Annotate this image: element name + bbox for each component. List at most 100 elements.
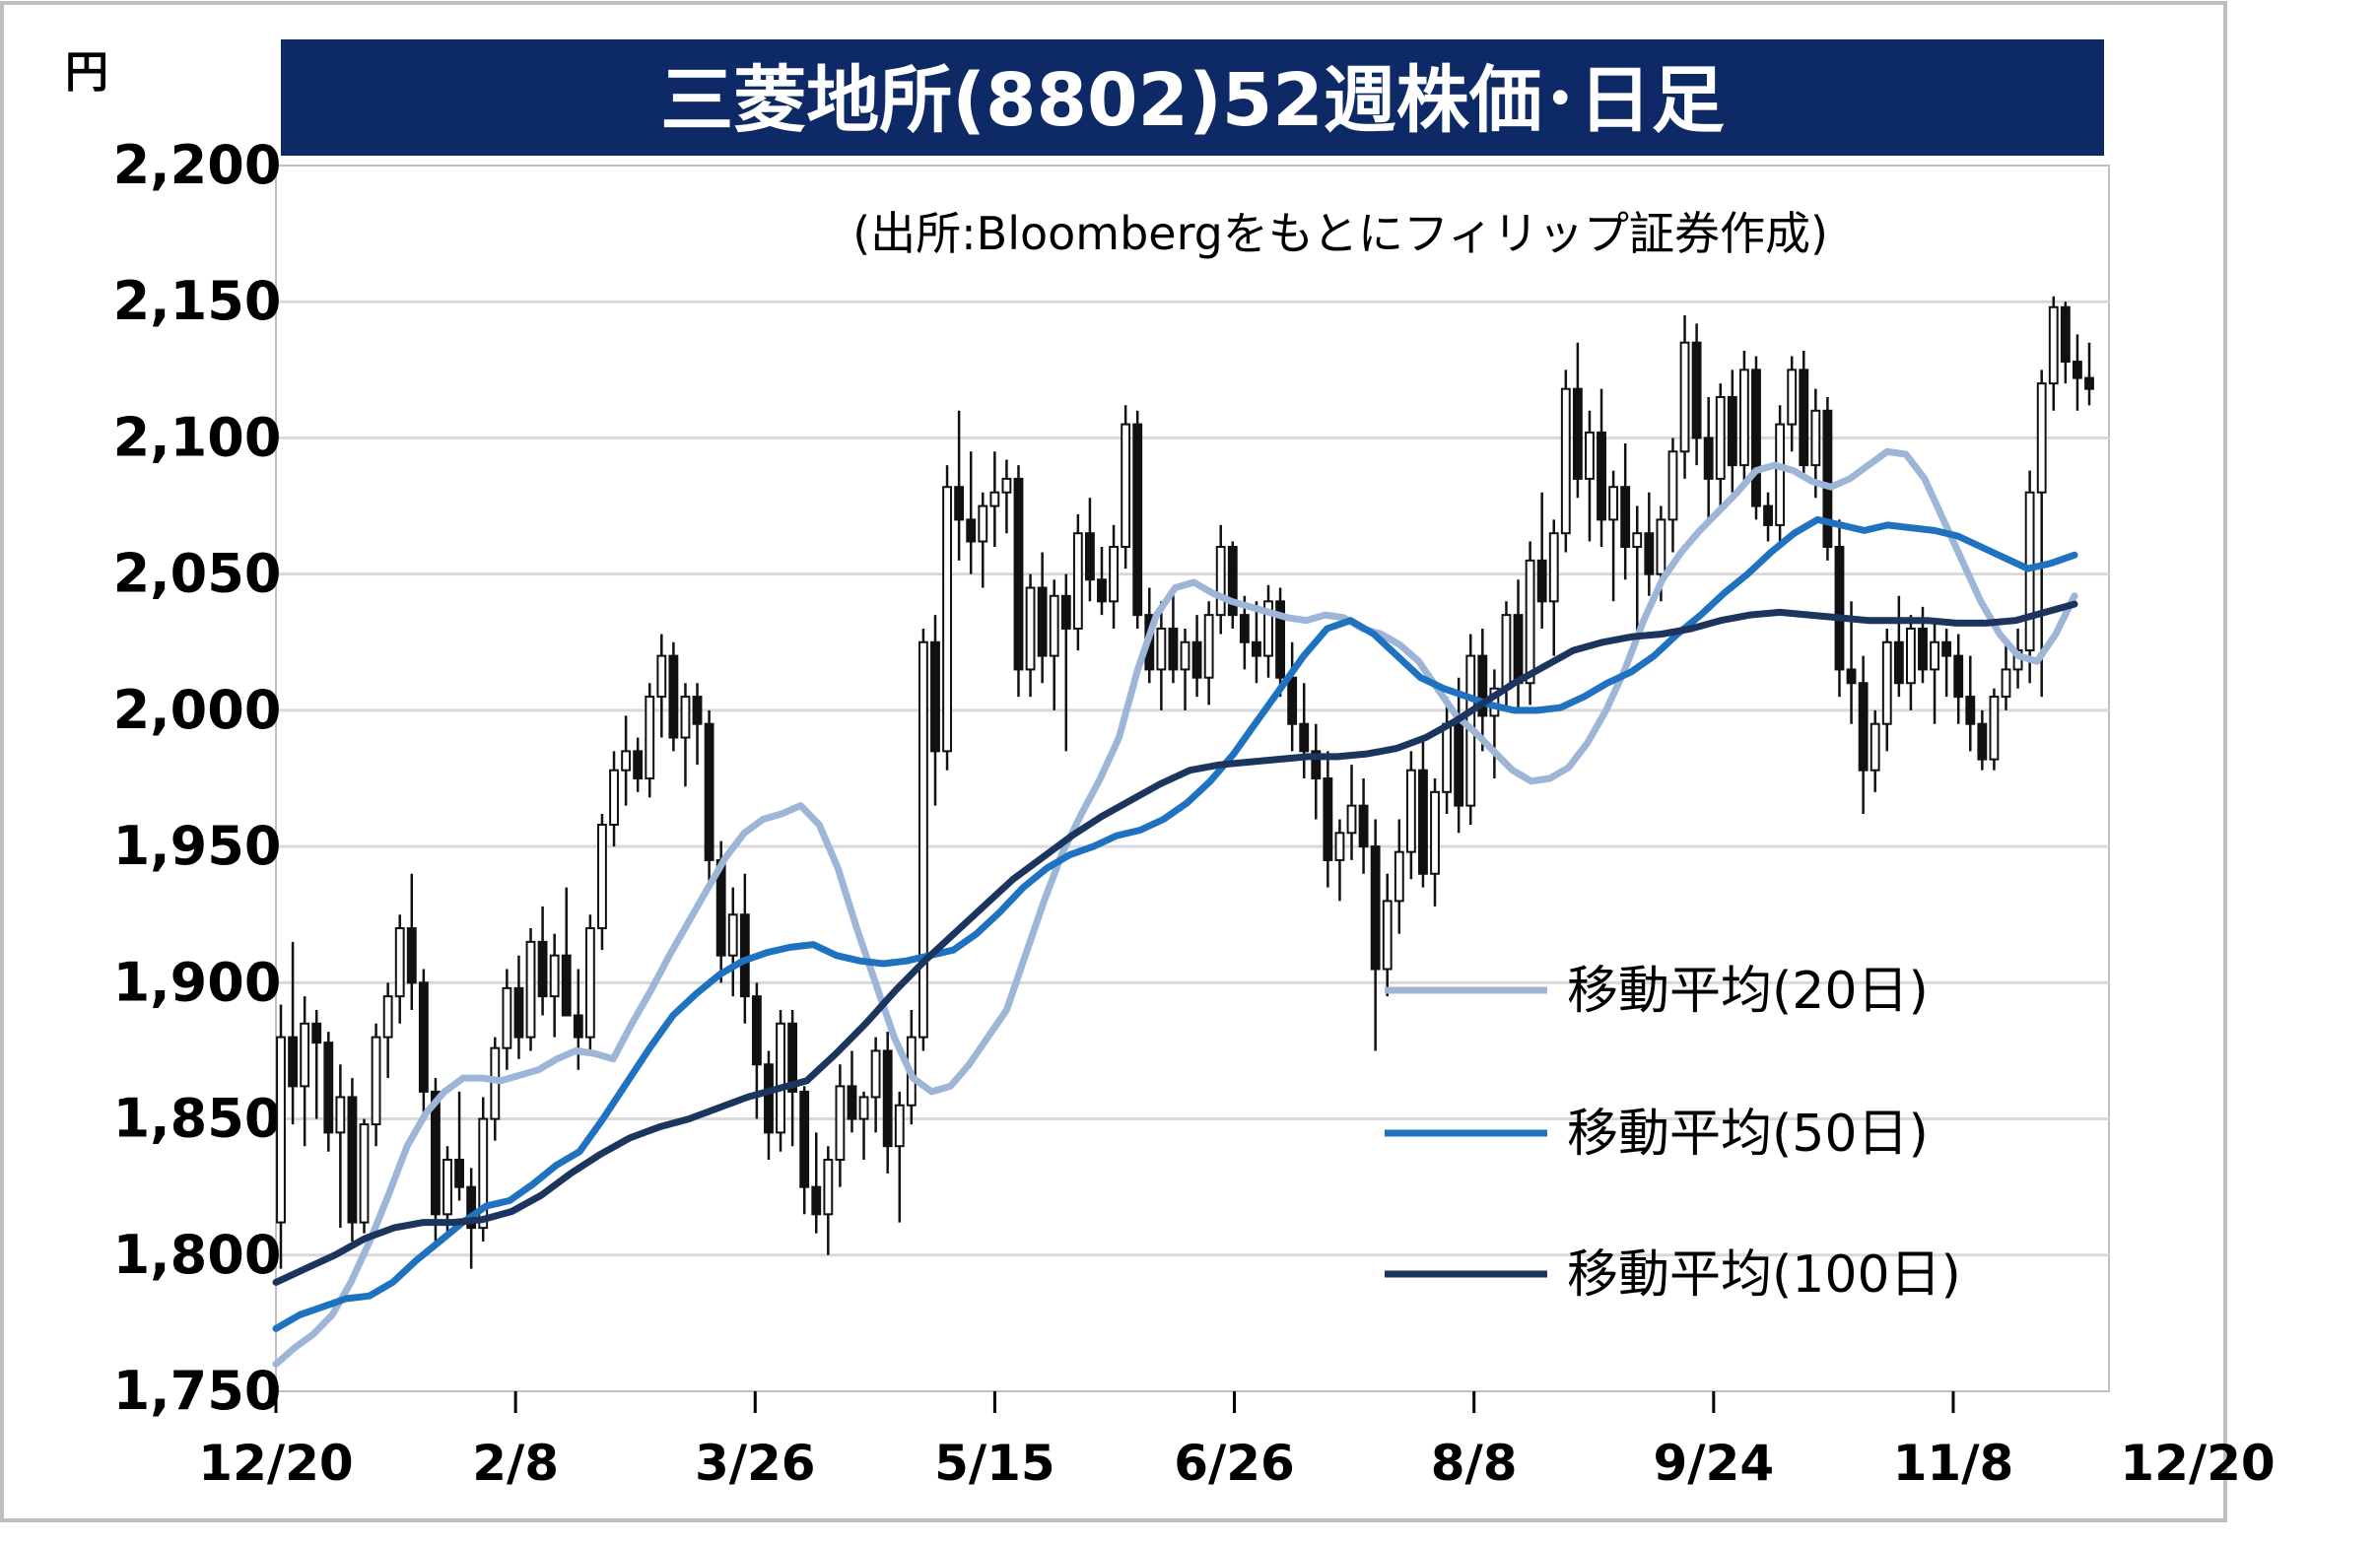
candle-body-down [431, 1090, 441, 1216]
x-tick-label: 6/26 [1174, 1435, 1295, 1492]
candle-body-up [276, 1036, 286, 1224]
candle [1548, 519, 1559, 656]
candle [1965, 655, 1976, 752]
candle [1358, 778, 1369, 874]
candle [1025, 573, 1036, 698]
candle [1037, 552, 1048, 684]
candle-body-down [1572, 387, 1583, 480]
candle [823, 1146, 834, 1255]
candle-body-down [811, 1185, 822, 1216]
candle [418, 969, 429, 1119]
y-tick-label: 2,150 [113, 270, 282, 332]
candle-body-up [835, 1085, 846, 1162]
x-tick-label: 3/26 [695, 1435, 816, 1492]
candle-body-up [525, 940, 536, 1039]
candle [1109, 524, 1119, 629]
candle [1930, 623, 1939, 724]
candle [894, 1091, 905, 1223]
candle-body-up [1072, 532, 1083, 630]
x-tick-label: 5/15 [934, 1435, 1055, 1492]
candle-body-down [1239, 614, 1250, 643]
candle-body-up [584, 927, 595, 1039]
candle [1394, 819, 1404, 934]
candle-body-down [466, 1185, 477, 1230]
candle [776, 1009, 785, 1152]
candle-body-down [1918, 627, 1928, 671]
candle-body-up [1382, 900, 1393, 971]
candle-body-up [394, 927, 405, 998]
candle [1132, 410, 1143, 629]
candle [1084, 498, 1095, 602]
candle-body-down [764, 1063, 774, 1134]
candle [989, 451, 1000, 548]
candle-body-down [1644, 532, 1655, 575]
candle [1180, 628, 1190, 710]
candle [870, 1037, 881, 1133]
candle [597, 813, 607, 951]
candle [1252, 601, 1261, 684]
candle [764, 1050, 774, 1161]
candle-body-up [978, 504, 988, 543]
candle [1703, 396, 1714, 525]
candle [1822, 396, 1833, 561]
candle-body-down [930, 640, 940, 753]
moving-average-lines [272, 447, 2078, 1368]
x-tick-label: 12/20 [2120, 1435, 2275, 1492]
candle [1597, 388, 1606, 548]
candle-body-up [1442, 722, 1453, 793]
candle [1905, 615, 1916, 710]
candle-body-down [347, 1096, 358, 1224]
candle [656, 634, 667, 738]
candle [1727, 370, 1737, 493]
candle-body-up [2036, 382, 2047, 494]
candle-body-up [1001, 477, 1012, 494]
y-tick-label: 2,100 [113, 406, 282, 468]
candle [799, 1086, 810, 1215]
candle [1893, 595, 1904, 698]
y-tick-label: 2,200 [113, 134, 282, 196]
candle [525, 928, 536, 1051]
candle-body-down [704, 722, 714, 861]
x-axis-ticks [274, 1391, 1955, 1413]
candle [1097, 547, 1107, 616]
candle [621, 715, 632, 806]
candle [371, 1023, 381, 1147]
candle-body-up [942, 486, 952, 753]
candle [1977, 709, 1988, 771]
candle [276, 1004, 286, 1269]
candle-body-up [1715, 395, 1726, 480]
candle [1263, 584, 1273, 678]
candle [1691, 323, 1702, 466]
candle [1311, 723, 1322, 820]
x-tick-label: 11/8 [1893, 1435, 2014, 1492]
candle-body-up [478, 1117, 489, 1230]
candle [382, 982, 393, 1079]
candle-body-up [1989, 696, 2000, 761]
candle [1191, 615, 1202, 698]
candle-body-down [418, 981, 429, 1093]
candle-body-up [1263, 600, 1273, 657]
source-note: (出所:Bloombergをもとにフィリップ証券作成) [852, 207, 1828, 260]
candle [1370, 819, 1381, 1051]
candle [645, 683, 655, 798]
candle-body-up [1121, 423, 1131, 549]
candle [1834, 519, 1845, 698]
candle-body-down [406, 927, 417, 984]
candle [847, 1050, 857, 1133]
moving-average-ma100-line [272, 600, 2078, 1286]
title-banner [281, 39, 2104, 156]
candle-body-down [1287, 676, 1298, 725]
candle [1738, 350, 1749, 488]
candle [513, 955, 524, 1059]
candle-body-down [1751, 369, 1761, 507]
candle [1418, 737, 1428, 888]
candle-body-down [1132, 423, 1143, 617]
candle-body-up [597, 823, 607, 930]
candle [1870, 709, 1880, 792]
legend-label-ma50: 移動平均(50日) [1567, 1105, 1929, 1164]
candle-body-up [1560, 387, 1571, 535]
candle-body-up [1585, 431, 1595, 480]
candle [1679, 315, 1690, 479]
candle [1608, 470, 1619, 602]
candle [1405, 751, 1416, 880]
